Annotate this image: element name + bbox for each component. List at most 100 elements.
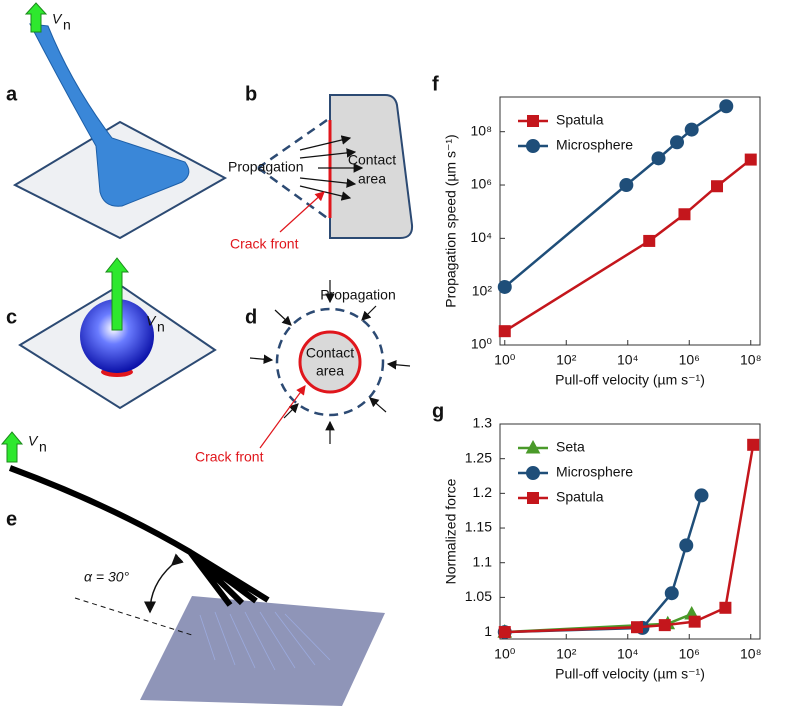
marker bbox=[719, 601, 732, 614]
panel-label: c bbox=[6, 306, 17, 328]
marker bbox=[694, 488, 709, 503]
x-tick-label: 10⁶ bbox=[679, 352, 700, 368]
legend-marker bbox=[526, 139, 540, 153]
velocity-subscript: n bbox=[39, 439, 47, 455]
arrows bbox=[249, 280, 411, 444]
marker bbox=[643, 234, 656, 247]
pointer bbox=[259, 385, 306, 449]
substrate bbox=[140, 596, 385, 706]
legend-label: Microsphere bbox=[556, 464, 633, 480]
marker bbox=[498, 325, 511, 338]
propagation-label: Propagation bbox=[228, 159, 304, 175]
x-tick-label: 10² bbox=[556, 646, 577, 662]
marker bbox=[497, 279, 512, 294]
marker bbox=[679, 538, 694, 553]
velocity-symbol: V bbox=[52, 11, 63, 27]
arrow bbox=[104, 257, 130, 331]
y-axis-title: Normalized force bbox=[443, 478, 459, 584]
marker bbox=[651, 151, 666, 166]
contact-area bbox=[329, 94, 414, 239]
marker bbox=[744, 153, 757, 166]
panel-label: b bbox=[245, 83, 257, 105]
dashed-line bbox=[257, 166, 331, 222]
series-line bbox=[504, 444, 755, 634]
marker bbox=[747, 438, 760, 451]
propagation-label: Propagation bbox=[320, 287, 396, 303]
crack-front-label: Crack front bbox=[195, 449, 264, 465]
x-tick-label: 10⁴ bbox=[617, 352, 639, 368]
velocity-symbol: V bbox=[28, 433, 39, 449]
setae bbox=[199, 611, 331, 671]
panel-label: d bbox=[245, 306, 257, 328]
legend-label: Microsphere bbox=[556, 137, 633, 153]
y-tick-label: 10² bbox=[472, 282, 493, 298]
marker bbox=[670, 135, 685, 150]
marker bbox=[684, 122, 699, 137]
x-tick-label: 10⁸ bbox=[740, 352, 762, 368]
arrows bbox=[299, 135, 364, 201]
y-tick-label: 1.3 bbox=[473, 415, 493, 431]
panel-label: e bbox=[6, 508, 17, 530]
plot-frame bbox=[499, 96, 761, 346]
panel-label: a bbox=[6, 83, 18, 105]
y-tick-label: 1.2 bbox=[473, 484, 493, 500]
crack-front-label: Crack front bbox=[230, 236, 299, 252]
y-tick-label: 1 bbox=[484, 623, 492, 639]
y-tick-label: 1.05 bbox=[465, 588, 492, 604]
x-tick-label: 10⁰ bbox=[494, 646, 516, 662]
pointer bbox=[279, 191, 325, 233]
legend-marker bbox=[526, 466, 540, 480]
dashed-line bbox=[74, 597, 196, 637]
marker bbox=[688, 615, 701, 628]
spatula bbox=[29, 23, 190, 207]
legend-label: Spatula bbox=[556, 489, 604, 505]
contact-label: Contact bbox=[306, 345, 354, 361]
x-tick-label: 10⁴ bbox=[617, 646, 639, 662]
legend-marker bbox=[525, 439, 541, 454]
x-tick-label: 10⁶ bbox=[679, 646, 700, 662]
marker bbox=[658, 619, 671, 632]
plot-frame bbox=[499, 423, 761, 640]
microsphere bbox=[80, 299, 154, 373]
arrow bbox=[24, 2, 48, 33]
y-tick-label: 1.25 bbox=[465, 449, 492, 465]
marker bbox=[631, 621, 644, 634]
marker bbox=[619, 178, 634, 193]
marker bbox=[498, 626, 511, 639]
arrow bbox=[0, 431, 24, 463]
seta-stalk bbox=[8, 465, 270, 607]
panel-label: f bbox=[432, 73, 439, 95]
x-axis-title: Pull-off velocity (µm s⁻¹) bbox=[555, 372, 705, 388]
y-tick-label: 10⁸ bbox=[471, 122, 493, 138]
x-tick-label: 10⁰ bbox=[494, 352, 516, 368]
velocity-subscript: n bbox=[157, 319, 165, 335]
marker bbox=[711, 180, 724, 193]
angle-arc bbox=[144, 553, 184, 614]
marker bbox=[719, 99, 734, 114]
marker bbox=[678, 208, 691, 221]
y-axis-title: Propagation speed (µm s⁻¹) bbox=[443, 134, 459, 307]
x-tick-label: 10⁸ bbox=[740, 646, 762, 662]
contact-label: area bbox=[358, 171, 386, 187]
diagrams: a V n b Propagation Contact area Crack f… bbox=[0, 2, 414, 706]
contact-area bbox=[298, 330, 362, 394]
legend-label: Spatula bbox=[556, 112, 604, 128]
panel-label: g bbox=[432, 400, 444, 422]
y-tick-label: 1.15 bbox=[465, 519, 492, 535]
contact-label: area bbox=[316, 363, 344, 379]
legend-marker bbox=[527, 492, 539, 504]
x-axis-title: Pull-off velocity (µm s⁻¹) bbox=[555, 666, 705, 682]
y-tick-label: 10⁰ bbox=[471, 336, 493, 352]
velocity-symbol: V bbox=[146, 313, 157, 329]
dashed-circle bbox=[275, 307, 385, 417]
velocity-subscript: n bbox=[63, 17, 71, 33]
legend-marker bbox=[527, 115, 539, 127]
x-tick-label: 10² bbox=[556, 352, 577, 368]
y-tick-label: 10⁴ bbox=[470, 229, 492, 245]
y-tick-label: 10⁶ bbox=[471, 176, 492, 192]
legend-label: Seta bbox=[556, 439, 585, 455]
contact-label: Contact bbox=[348, 152, 396, 168]
y-tick-label: 1.1 bbox=[473, 553, 493, 569]
marker bbox=[664, 586, 679, 601]
